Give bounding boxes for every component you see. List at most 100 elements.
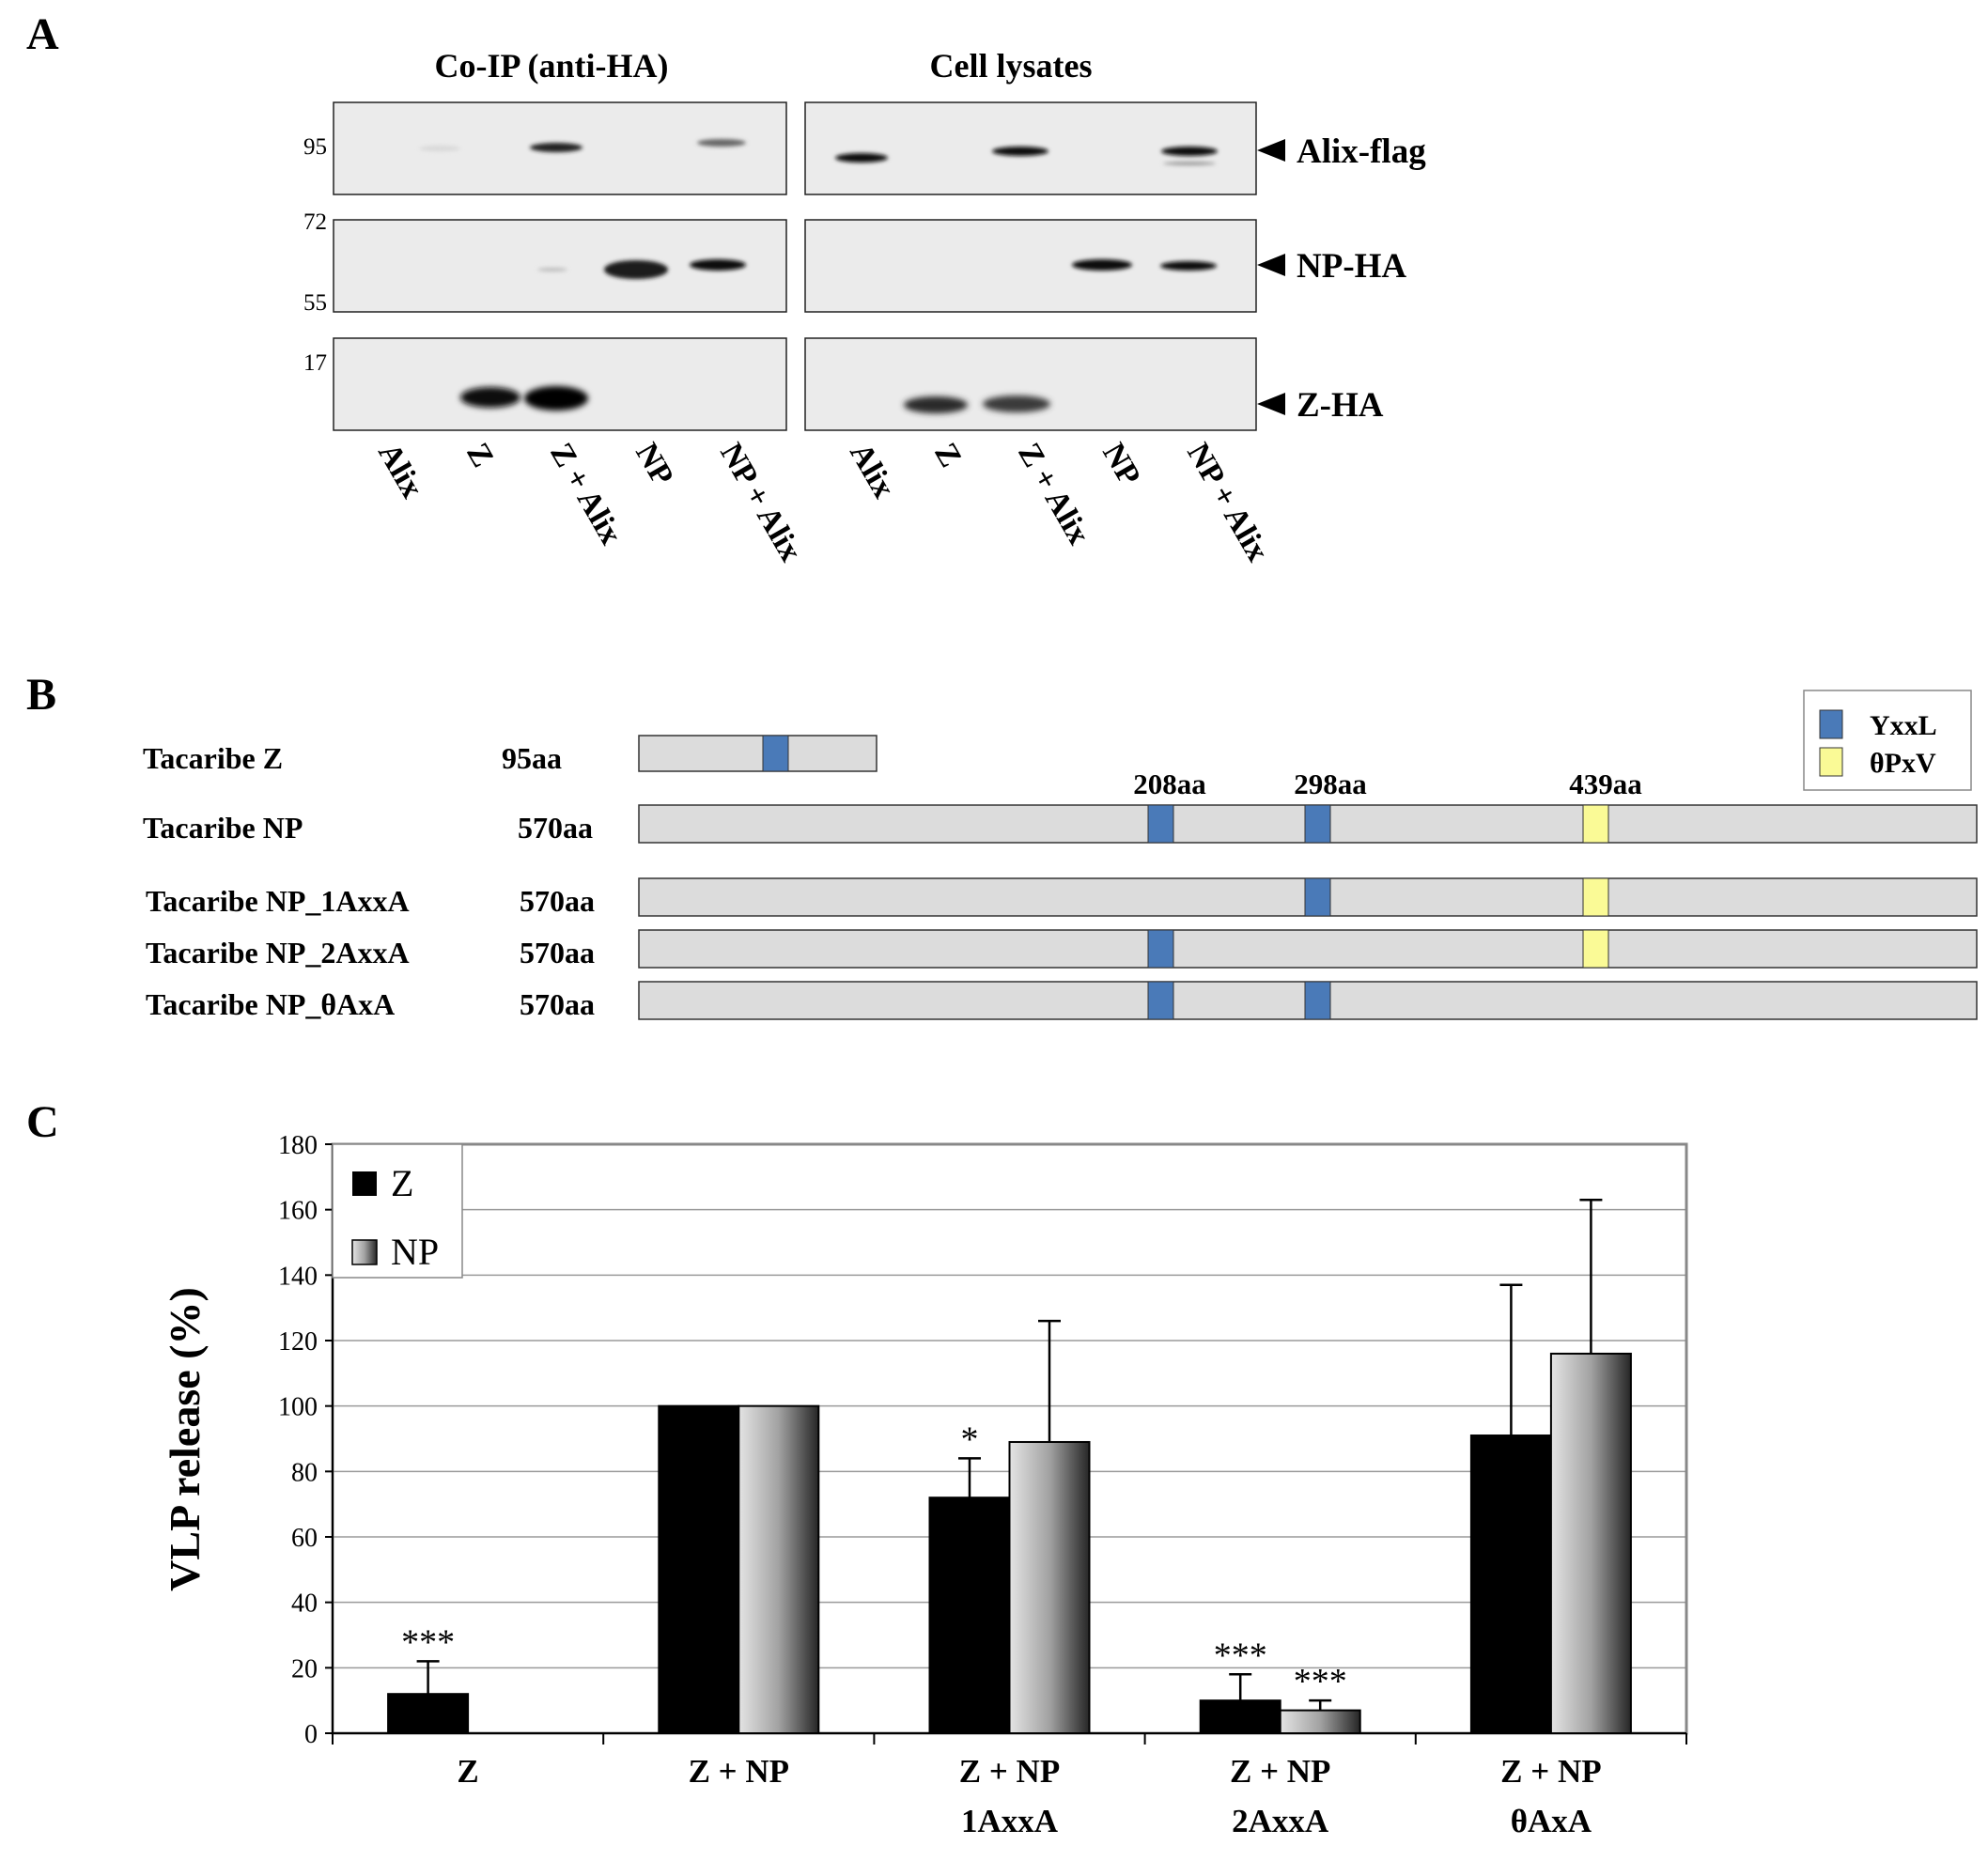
mw-marker: 17	[303, 350, 327, 376]
band	[460, 387, 520, 408]
band-label: Alix-flag	[1297, 132, 1426, 171]
opxv-motif	[1582, 804, 1609, 844]
lane-label: NP + Alix	[713, 438, 808, 567]
yxxl-motif	[1147, 804, 1174, 844]
y-tick-label: 160	[278, 1197, 318, 1226]
x-category-label: Z + NP	[959, 1753, 1060, 1790]
bar-np	[1279, 1709, 1361, 1735]
legend-swatch-yxxl	[1819, 709, 1843, 739]
panel-a: A Co-IP (anti-HA) Cell lysates	[26, 9, 1426, 567]
lane-labels: Alix Z Z + Alix NP NP + Alix Alix Z Z + …	[371, 438, 1275, 567]
significance-marker: ***	[1214, 1636, 1267, 1675]
legend-swatch-z	[352, 1171, 377, 1196]
bar-z	[1199, 1699, 1281, 1734]
y-axis-label: VLP release (%)	[161, 1287, 209, 1591]
lane-label: Alix	[371, 438, 429, 504]
construct-name: Tacaribe NP_2AxxA	[146, 936, 410, 969]
construct-name: Tacaribe Z	[143, 741, 283, 775]
yxxl-motif	[1147, 929, 1174, 969]
lane-label: Alix	[843, 438, 901, 504]
panel-a-letter: A	[26, 9, 59, 59]
panel-c-letter: C	[26, 1097, 59, 1147]
y-tick-label: 40	[291, 1590, 318, 1619]
x-ticks	[332, 1733, 1687, 1745]
panel-b: B Tacaribe Z 95aa Tacaribe NP 570aa Taca…	[26, 670, 1978, 1021]
construct-length: 95aa	[502, 741, 562, 775]
lane-label: Z	[459, 438, 500, 473]
band	[983, 395, 1050, 412]
band	[604, 260, 668, 279]
bar-z	[387, 1693, 470, 1734]
position-label: 208aa	[1133, 768, 1206, 800]
yxxl-motif	[762, 735, 789, 772]
bar-z	[658, 1404, 740, 1734]
construct-name: Tacaribe NP	[143, 811, 303, 845]
opxv-motif	[1582, 877, 1609, 917]
construct-bar-z	[638, 735, 878, 772]
x-category-label: Z + NP	[689, 1753, 789, 1790]
band	[835, 153, 888, 163]
lane-label: NP	[1095, 438, 1147, 492]
significance-marker: ***	[1294, 1662, 1347, 1701]
significance-marker: *	[961, 1419, 979, 1459]
band-label-np: NP-HA	[1257, 247, 1406, 286]
motif-legend: YxxL θPxV	[1803, 690, 1972, 791]
bar-np	[738, 1404, 820, 1734]
yxxl-motif	[1304, 981, 1331, 1020]
lysates-header: Cell lysates	[930, 47, 1093, 85]
band	[530, 143, 582, 152]
bands	[419, 139, 1218, 413]
band	[690, 259, 746, 271]
lane-label: Z + Alix	[543, 438, 629, 551]
construct-name: Tacaribe NP_1AxxA	[146, 884, 410, 918]
legend-swatch-np	[351, 1239, 378, 1265]
lane-label: Z + Alix	[1011, 438, 1096, 551]
opxv-motif	[1582, 929, 1609, 969]
arrowhead-icon	[1257, 393, 1285, 415]
band	[904, 396, 968, 413]
y-tick-label: 100	[278, 1393, 318, 1422]
band	[1072, 259, 1132, 271]
legend-label: NP	[391, 1231, 439, 1273]
significance-marker: ***	[401, 1622, 455, 1662]
lane-label: NP + Alix	[1180, 438, 1275, 567]
x-category-label: 1AxxA	[961, 1803, 1059, 1839]
error-bars	[416, 1198, 1603, 1711]
yxxl-motif	[1304, 877, 1331, 917]
y-tick-label: 20	[291, 1654, 318, 1683]
y-tick-label: 180	[278, 1131, 318, 1160]
band	[697, 139, 746, 147]
construct-length: 570aa	[520, 936, 595, 969]
band	[1160, 261, 1217, 271]
mw-marker: 95	[303, 134, 327, 160]
y-tick-label: 80	[291, 1458, 318, 1487]
band	[524, 386, 588, 411]
chart-legend: Z NP	[332, 1143, 463, 1279]
legend-swatch-opxv	[1819, 747, 1843, 777]
x-category-label: θAxA	[1511, 1803, 1592, 1839]
significance-annotations: **********	[401, 1419, 1347, 1701]
construct-length: 570aa	[518, 811, 593, 845]
band-label: NP-HA	[1297, 247, 1406, 286]
motifs	[762, 735, 1609, 1020]
mw-marker: 55	[303, 290, 327, 316]
construct-name: Tacaribe NP_θAxA	[146, 987, 395, 1021]
band	[992, 147, 1048, 156]
x-category-label: Z + NP	[1230, 1753, 1330, 1790]
construct-bar-2axxa	[638, 929, 1978, 969]
band	[419, 146, 460, 151]
bar-z	[1469, 1435, 1552, 1735]
band	[1163, 162, 1216, 165]
blot-coip-z	[333, 337, 787, 431]
legend-label: θPxV	[1870, 748, 1936, 779]
bar-z	[928, 1497, 1011, 1734]
coip-header: Co-IP (anti-HA)	[435, 47, 669, 85]
yxxl-motif	[1147, 981, 1174, 1020]
x-category-label: Z	[457, 1753, 478, 1790]
x-category-label: 2AxxA	[1232, 1803, 1329, 1839]
position-label: 439aa	[1569, 768, 1642, 800]
construct-length: 570aa	[520, 987, 595, 1021]
y-tick-label: 140	[278, 1262, 318, 1291]
